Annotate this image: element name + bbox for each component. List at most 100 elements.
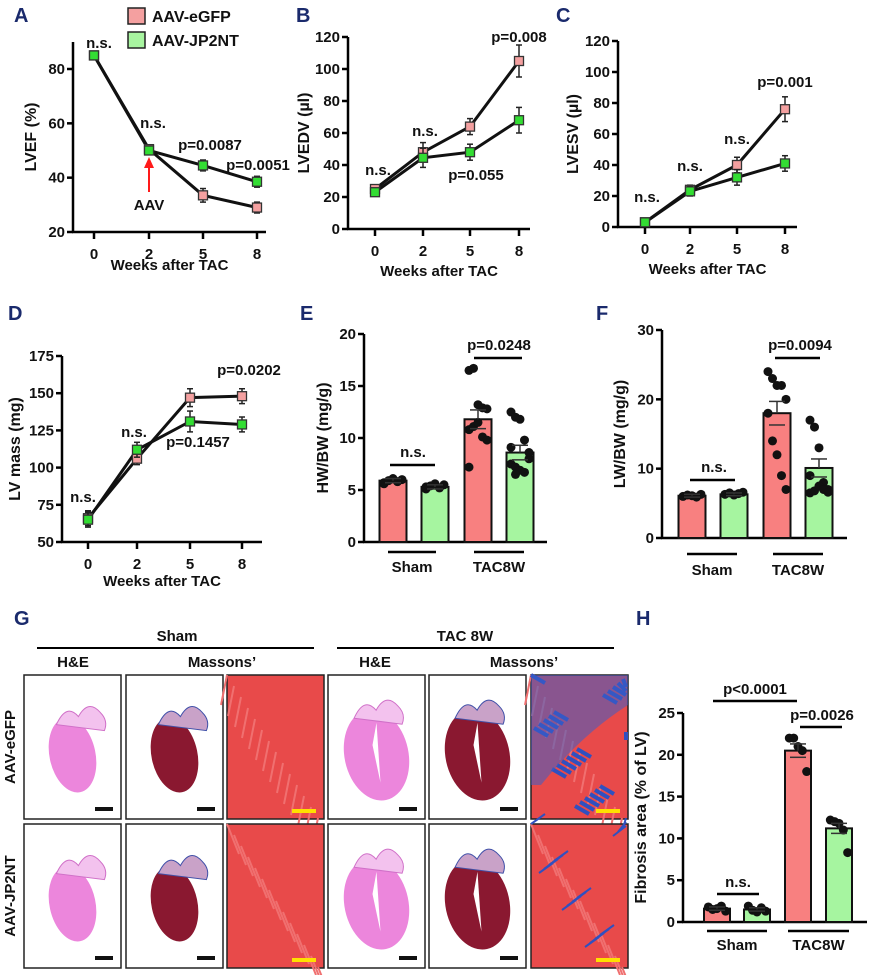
fiber — [282, 911, 296, 943]
data-point-egfp — [513, 55, 525, 67]
x-tick-label: 2 — [419, 243, 427, 260]
fiber — [537, 834, 551, 866]
data-dot — [768, 374, 777, 384]
significance-label: n.s. — [365, 162, 391, 179]
chart-b-x-label: Weeks after TAC — [380, 263, 498, 280]
atria — [353, 848, 404, 874]
y-tick-label: 150 — [29, 385, 54, 402]
bar-sham-jp2nt — [719, 493, 749, 540]
data-dot — [511, 469, 520, 479]
collagen-streak — [576, 747, 592, 759]
significance-label: n.s. — [724, 131, 750, 148]
significance-label: p=0.0026 — [790, 707, 854, 724]
series-line-egfp — [92, 54, 258, 210]
y-tick-label: 20 — [48, 224, 65, 241]
histology-image — [327, 674, 426, 820]
group-label-tac8w: TAC8W — [473, 559, 526, 576]
data-dot — [777, 471, 786, 481]
bar-sham-egfp — [378, 479, 408, 544]
atria — [157, 706, 209, 732]
chart-d-y-label: LV mass (mg) — [7, 397, 24, 501]
condition-label-tac8w: TAC 8W — [437, 628, 494, 645]
data-dot — [781, 484, 791, 494]
histology-image — [125, 823, 224, 969]
chart-f-y-label: LW/BW (mg/g) — [612, 380, 629, 488]
panel-letter-f: F — [596, 303, 608, 325]
panel-letter-d: D — [8, 303, 22, 325]
significance-label: n.s. — [634, 189, 660, 206]
data-dot — [843, 848, 853, 858]
significance-label: n.s. — [412, 123, 438, 140]
x-tick-label: 2 — [145, 246, 153, 263]
series-line-egfp — [86, 394, 243, 520]
x-tick-label: 8 — [515, 243, 523, 260]
fiber — [283, 773, 291, 805]
y-tick-label: 0 — [332, 221, 340, 238]
collagen-streak — [612, 825, 627, 837]
aav-arrow-label: AAV — [134, 197, 165, 214]
histology-image — [327, 823, 426, 969]
significance-label: n.s. — [400, 444, 426, 461]
data-point-jp2nt — [184, 416, 196, 427]
ventricle-lumen — [372, 871, 381, 932]
magnified-section — [226, 674, 325, 820]
fiber — [572, 889, 586, 921]
scale-bar — [596, 958, 620, 962]
chart-h-y-label: Fibrosis area (% of LV) — [633, 731, 650, 903]
data-dot — [802, 767, 812, 777]
data-dot — [823, 487, 833, 497]
collagen-streak — [566, 755, 582, 767]
fiber — [226, 823, 240, 855]
magnified-section — [226, 823, 325, 969]
data-dot — [814, 443, 824, 453]
data-dot — [515, 414, 525, 424]
series-line-jp2nt — [644, 162, 786, 224]
fiber — [268, 889, 282, 921]
collagen-streak — [556, 763, 572, 775]
heart-section — [150, 866, 199, 942]
fiber — [524, 674, 532, 706]
y-tick-label: 15 — [658, 789, 675, 806]
histology-image — [428, 674, 527, 820]
bar-tac8w-jp2nt — [825, 827, 853, 923]
data-dot — [469, 363, 478, 373]
data-point-jp2nt — [143, 145, 155, 156]
data-dot — [397, 475, 407, 485]
x-tick-label: 8 — [238, 556, 246, 573]
data-dot — [761, 906, 771, 916]
atria — [454, 699, 505, 725]
fiber — [234, 696, 242, 728]
x-tick-label: 5 — [186, 556, 194, 573]
collagen-streak — [579, 800, 595, 812]
data-point-egfp — [197, 190, 209, 201]
atria — [55, 855, 107, 881]
x-tick-label: 0 — [90, 246, 98, 263]
fiber — [565, 878, 579, 910]
significance-label: p=0.1457 — [166, 434, 230, 451]
x-tick-label: 8 — [253, 246, 261, 263]
data-dot — [524, 454, 534, 464]
heart-section — [48, 866, 97, 942]
series-line-jp2nt — [92, 54, 258, 184]
data-point-egfp — [464, 121, 476, 132]
scale-bar — [292, 809, 316, 813]
data-dot — [789, 733, 799, 743]
y-tick-label: 120 — [585, 33, 610, 50]
y-tick-label: 80 — [48, 61, 65, 78]
histology-image — [524, 673, 629, 849]
fiber — [255, 729, 263, 761]
data-point-egfp — [731, 159, 743, 171]
significance-label: p=0.0051 — [226, 157, 290, 174]
group-label-tac8w: TAC8W — [772, 562, 825, 579]
series-line-jp2nt — [374, 118, 520, 194]
collagen-streak — [599, 784, 615, 796]
bar-tac8w-egfp — [784, 749, 812, 923]
row-label-jp2nt: AAV-JP2NT — [2, 855, 19, 936]
y-tick-label: 80 — [593, 95, 610, 112]
collagen-streak — [561, 759, 577, 771]
y-tick-label: 5 — [348, 482, 356, 499]
significance-label: n.s. — [725, 874, 751, 891]
significance-label: n.s. — [677, 158, 703, 175]
scale-bar — [197, 807, 215, 811]
y-tick-label: 20 — [658, 747, 675, 764]
